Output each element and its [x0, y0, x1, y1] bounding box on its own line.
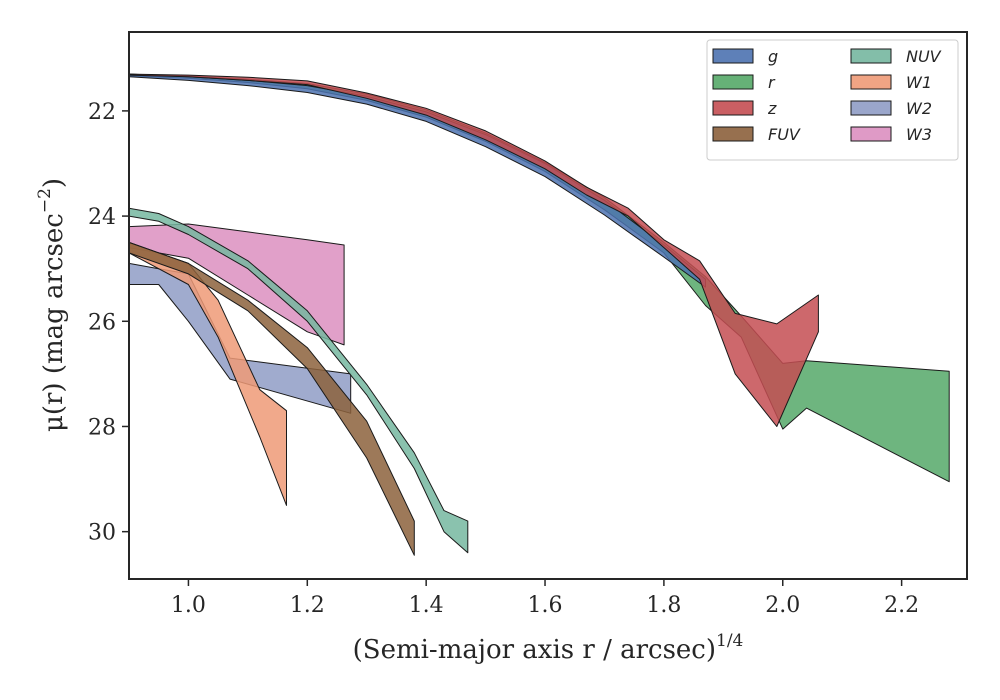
legend: grz FUV NUV W1 W2 W3 — [706, 39, 959, 161]
band-nuv — [128, 207, 469, 554]
y-tick-label: 22 — [88, 100, 116, 125]
x-tick-label: 1.6 — [528, 593, 563, 618]
x-tick-label: 1.2 — [290, 593, 325, 618]
legend-label-w1: W1 — [906, 73, 932, 92]
legend-swatch-fuv — [712, 126, 754, 142]
legend-swatch-r — [712, 74, 754, 90]
legend-frame — [706, 39, 959, 161]
x-tick-label: 2.0 — [765, 593, 800, 618]
band-w1 — [128, 241, 287, 506]
y-tick-label: 24 — [88, 205, 116, 230]
legend-label-w3: W3 — [906, 125, 932, 144]
legend-swatch-z — [712, 100, 754, 116]
x-tick-label: 1.8 — [646, 593, 681, 618]
band-fuv — [128, 241, 415, 556]
y-tick-label: 28 — [88, 415, 116, 440]
y-axis-label: μ(r) (mag arcsec−2) — [35, 178, 69, 432]
band-z — [128, 73, 819, 427]
band-w3 — [128, 223, 345, 346]
legend-swatch-nuv — [850, 48, 892, 64]
legend-swatch-g — [712, 48, 754, 64]
legend-swatch-w2 — [850, 100, 892, 116]
x-axis-label: (Semi-major axis r / arcsec)1/4 — [353, 631, 744, 665]
y-tick-label: 30 — [88, 521, 116, 546]
y-tick-label: 26 — [88, 310, 116, 335]
x-tick-label: 2.2 — [884, 593, 919, 618]
profile-bands — [128, 73, 950, 556]
x-tick-label: 1.0 — [171, 593, 206, 618]
x-tick-label: 1.4 — [409, 593, 444, 618]
legend-label-z: z — [767, 99, 777, 118]
plot-frame — [128, 31, 968, 580]
y-axis: 22 24 26 28 30 — [88, 100, 129, 546]
legend-swatch-w3 — [850, 126, 892, 142]
legend-label-nuv: NUV — [906, 47, 942, 66]
x-axis: 1.0 1.2 1.4 1.6 1.8 2.0 2.2 — [171, 579, 919, 618]
legend-swatch-w1 — [850, 74, 892, 90]
legend-label-w2: W2 — [906, 99, 932, 118]
legend-label-fuv: FUV — [768, 125, 801, 144]
legend-label-r: r — [768, 73, 776, 92]
legend-label-g: g — [768, 47, 778, 66]
